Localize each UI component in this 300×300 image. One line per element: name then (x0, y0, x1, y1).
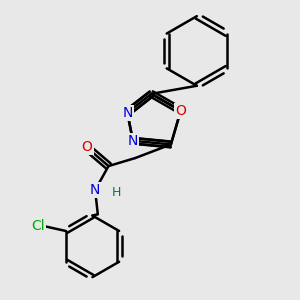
Text: O: O (175, 104, 186, 118)
Text: N: N (128, 134, 138, 148)
Text: Cl: Cl (31, 219, 44, 232)
Text: O: O (82, 140, 92, 154)
Text: N: N (90, 183, 100, 197)
Text: N: N (122, 106, 133, 120)
Text: H: H (112, 186, 121, 199)
